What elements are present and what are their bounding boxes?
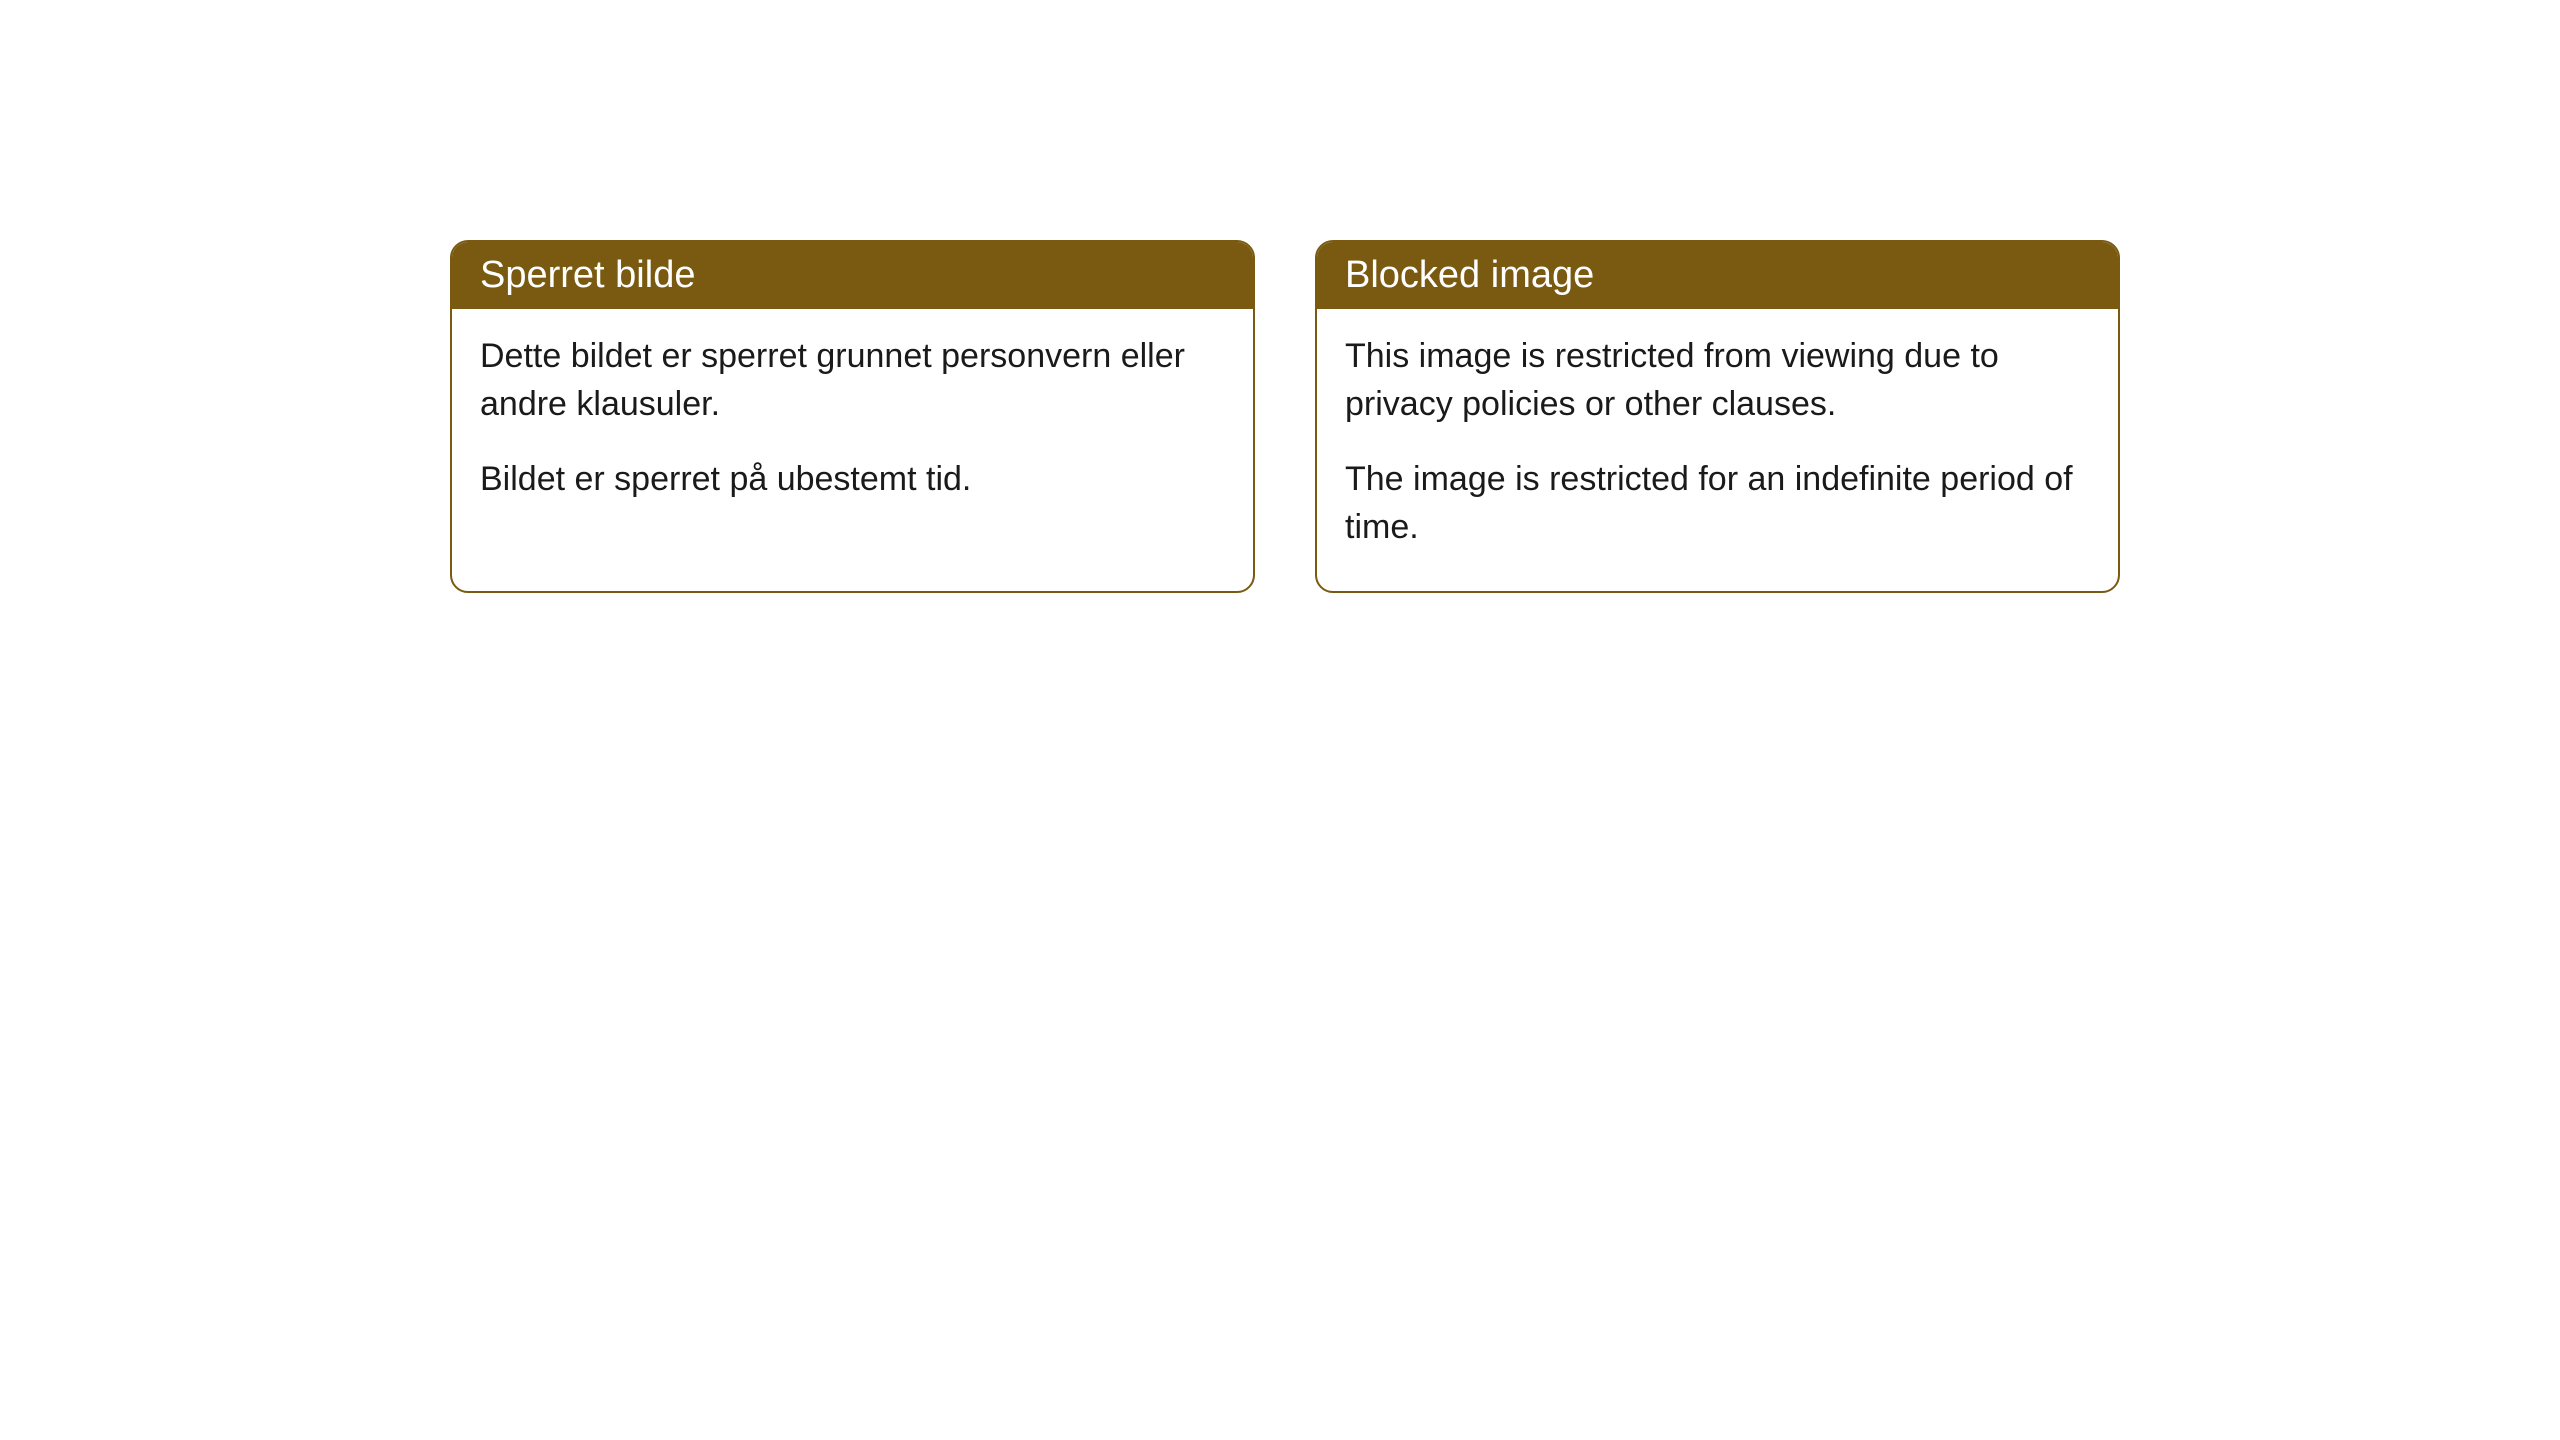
card-body-english: This image is restricted from viewing du…: [1317, 309, 2118, 591]
card-paragraph: The image is restricted for an indefinit…: [1345, 456, 2090, 551]
card-norwegian: Sperret bilde Dette bildet er sperret gr…: [450, 240, 1255, 593]
card-paragraph: This image is restricted from viewing du…: [1345, 333, 2090, 428]
card-header-english: Blocked image: [1317, 242, 2118, 309]
card-paragraph: Bildet er sperret på ubestemt tid.: [480, 456, 1225, 504]
card-paragraph: Dette bildet er sperret grunnet personve…: [480, 333, 1225, 428]
cards-container: Sperret bilde Dette bildet er sperret gr…: [450, 240, 2560, 593]
card-title: Blocked image: [1345, 254, 1594, 296]
card-title: Sperret bilde: [480, 254, 695, 296]
card-english: Blocked image This image is restricted f…: [1315, 240, 2120, 593]
card-body-norwegian: Dette bildet er sperret grunnet personve…: [452, 309, 1253, 544]
card-header-norwegian: Sperret bilde: [452, 242, 1253, 309]
